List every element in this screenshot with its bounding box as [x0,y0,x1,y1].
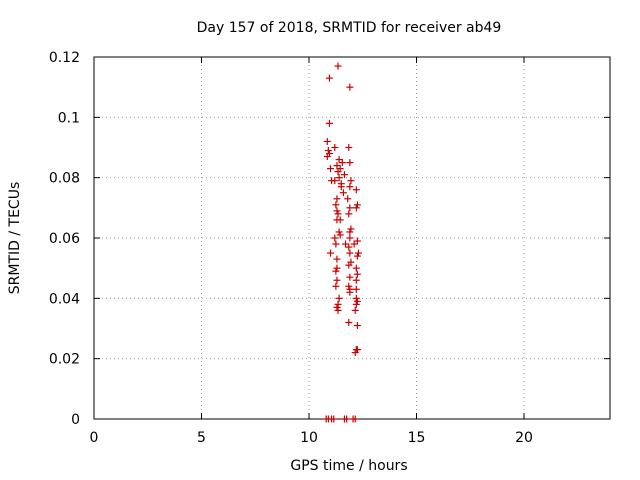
data-point [346,159,354,167]
data-point [334,306,342,314]
y-tick-label: 0.08 [49,171,80,187]
data-point [323,137,331,145]
data-point [343,415,351,423]
data-point [335,174,343,182]
data-point [337,183,345,191]
data-point [336,231,344,239]
x-tick-label: 20 [515,430,533,446]
data-point [334,300,342,308]
data-point [345,144,353,151]
data-point [352,264,360,272]
data-point [347,258,355,266]
data-point [353,321,361,329]
data-point [336,216,344,224]
data-point [324,147,332,155]
data-point [353,201,361,209]
data-point [333,195,341,203]
data-point [345,282,353,290]
data-point [335,228,343,236]
data-point [328,177,336,185]
x-tick-label: 0 [90,430,99,446]
data-point [352,300,360,308]
data-point [333,162,341,170]
data-point [346,183,354,191]
data-point [339,189,347,197]
y-tick-label: 0.1 [58,110,80,126]
data-point [346,249,354,257]
data-point [347,177,355,185]
data-point [332,240,340,248]
y-tick-label: 0.02 [49,352,80,368]
data-point [334,62,342,70]
x-tick-label: 5 [197,430,206,446]
data-point [335,294,343,302]
data-point [325,119,333,127]
data-point [325,74,333,82]
data-point [332,201,340,209]
data-point [327,249,334,257]
data-point [334,210,342,218]
data-point [335,156,343,164]
data-point [345,243,353,251]
chart-title: Day 157 of 2018, SRMTID for receiver ab4… [197,20,502,36]
data-point [336,165,344,173]
data-point [346,273,354,281]
data-point [330,415,338,423]
data-point [352,285,360,293]
data-point [333,264,341,272]
y-axis-label: SRMTID / TECUs [7,182,23,295]
data-point [344,195,352,203]
data-point [353,297,361,305]
axis-ticks: 0 5 10 15 20 0 0.02 0.04 0.06 0.08 0.1 0.12 [49,50,610,446]
data-point [325,150,333,158]
data-point [346,288,354,296]
data-point [351,415,359,423]
data-point [351,306,359,314]
data-point [338,159,346,167]
data-point [327,165,334,173]
data-point [346,204,354,212]
data-points [322,62,362,423]
data-point [354,249,362,257]
y-tick-label: 0.12 [49,50,80,66]
data-point [346,228,354,236]
x-tick-label: 10 [300,430,318,446]
data-point [353,237,361,245]
data-point [352,204,360,212]
data-point [346,234,354,242]
grid [94,57,610,419]
data-point [333,207,341,215]
data-point [346,83,354,91]
data-point [331,234,339,242]
y-tick-label: 0 [71,412,80,428]
data-point [353,252,361,260]
data-point [351,349,359,357]
data-point [352,276,360,284]
data-point [332,282,340,290]
data-point [345,318,353,326]
data-point [333,255,341,263]
data-point [345,210,353,218]
x-tick-label: 15 [408,430,426,446]
data-point [342,240,350,248]
data-point [333,276,341,284]
data-point [347,225,355,233]
data-point [352,186,360,194]
x-axis-label: GPS time / hours [290,458,407,474]
data-point [353,270,361,278]
data-point [350,240,358,248]
data-point [352,294,360,302]
y-tick-label: 0.04 [49,291,80,307]
data-point [332,267,340,275]
data-point [333,303,341,311]
y-tick-label: 0.06 [49,231,80,247]
data-point [340,171,348,179]
data-point [331,144,339,151]
